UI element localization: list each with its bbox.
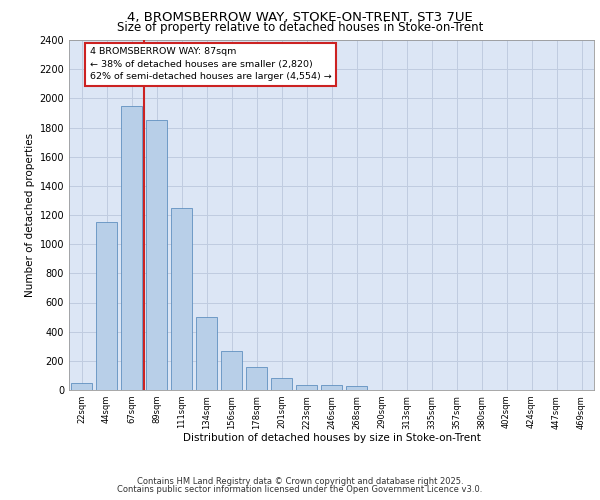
Bar [171,208,192,390]
Text: 4 BROMSBERROW WAY: 87sqm
← 38% of detached houses are smaller (2,820)
62% of sem: 4 BROMSBERROW WAY: 87sqm ← 38% of detach… [89,48,331,82]
Bar [196,317,217,390]
Bar [321,385,342,390]
Bar [71,382,92,390]
Text: Contains public sector information licensed under the Open Government Licence v3: Contains public sector information licen… [118,485,482,494]
Bar [346,386,367,390]
X-axis label: Distribution of detached houses by size in Stoke-on-Trent: Distribution of detached houses by size … [182,433,481,443]
Text: Size of property relative to detached houses in Stoke-on-Trent: Size of property relative to detached ho… [117,22,483,35]
Text: Contains HM Land Registry data © Crown copyright and database right 2025.: Contains HM Land Registry data © Crown c… [137,477,463,486]
Bar [221,350,242,390]
Bar [121,106,142,390]
Bar [246,366,267,390]
Bar [146,120,167,390]
Y-axis label: Number of detached properties: Number of detached properties [25,133,35,297]
Bar [271,378,292,390]
Bar [96,222,117,390]
Bar [296,385,317,390]
Text: 4, BROMSBERROW WAY, STOKE-ON-TRENT, ST3 7UE: 4, BROMSBERROW WAY, STOKE-ON-TRENT, ST3 … [127,12,473,24]
